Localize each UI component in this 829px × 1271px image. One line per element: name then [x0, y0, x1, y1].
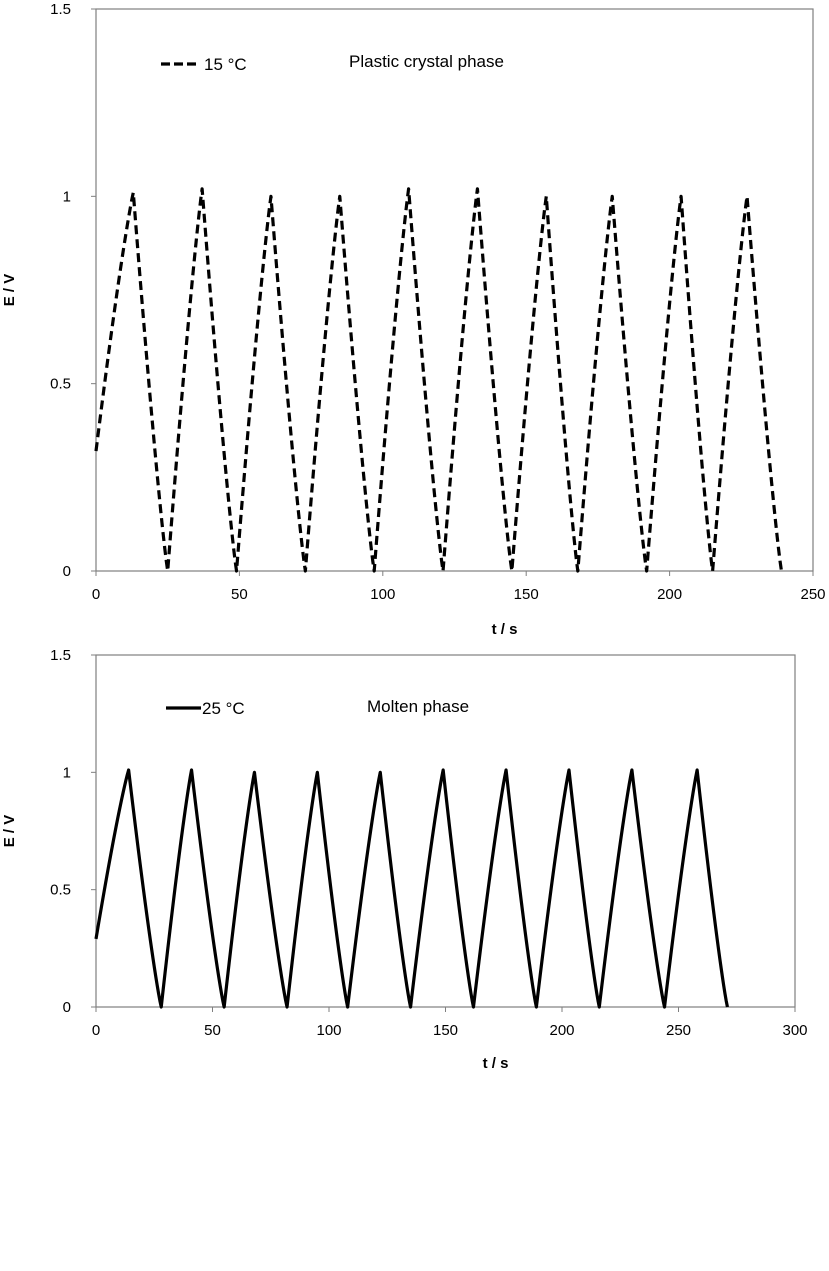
x-tick-label: 150	[514, 586, 539, 603]
y-tick-label: 0.5	[50, 882, 71, 899]
y-axis-title: E / V	[1, 274, 18, 307]
legend-label: 15 °C	[204, 55, 247, 74]
y-tick-label: 0.5	[50, 376, 71, 393]
plot-frame	[95, 8, 814, 572]
y-axis-title: E / V	[1, 815, 18, 848]
y-tick-label: 1.5	[50, 1, 71, 18]
phase-annotation: Plastic crystal phase	[349, 52, 504, 71]
x-tick-label: 0	[92, 1022, 100, 1039]
x-tick-label: 150	[433, 1022, 458, 1039]
chart-1: 0 0.5 1 1.5 0 50 100 150 200 250 t / s E / V 15 °C Pl…	[1, 1, 826, 638]
x-tick-label: 250	[800, 586, 825, 603]
x-tick-label: 0	[92, 586, 100, 603]
x-tick-label: 50	[231, 586, 248, 603]
x-tick-label: 100	[370, 586, 395, 603]
y-tick-label: 0	[63, 563, 71, 580]
x-tick-label: 250	[666, 1022, 691, 1039]
y-tick-label: 0	[63, 999, 71, 1016]
y-tick-label: 1	[63, 188, 71, 205]
x-tick-label: 300	[782, 1022, 807, 1039]
chart-2: 0 0.5 1 1.5 0 50 100 150 200 250 300 t / s E / V 25 °…	[1, 647, 808, 1072]
x-tick-label: 200	[657, 586, 682, 603]
x-tick-label: 100	[316, 1022, 341, 1039]
x-axis-title: t / s	[492, 621, 518, 638]
y-tick-label: 1	[63, 764, 71, 781]
x-tick-label: 200	[549, 1022, 574, 1039]
series-line-1	[94, 768, 729, 1009]
x-axis-title: t / s	[483, 1055, 509, 1072]
legend-label: 25 °C	[202, 699, 245, 718]
phase-annotation: Molten phase	[367, 697, 469, 716]
x-tick-label: 50	[204, 1022, 221, 1039]
series-line-1	[94, 187, 784, 573]
y-tick-label: 1.5	[50, 647, 71, 664]
